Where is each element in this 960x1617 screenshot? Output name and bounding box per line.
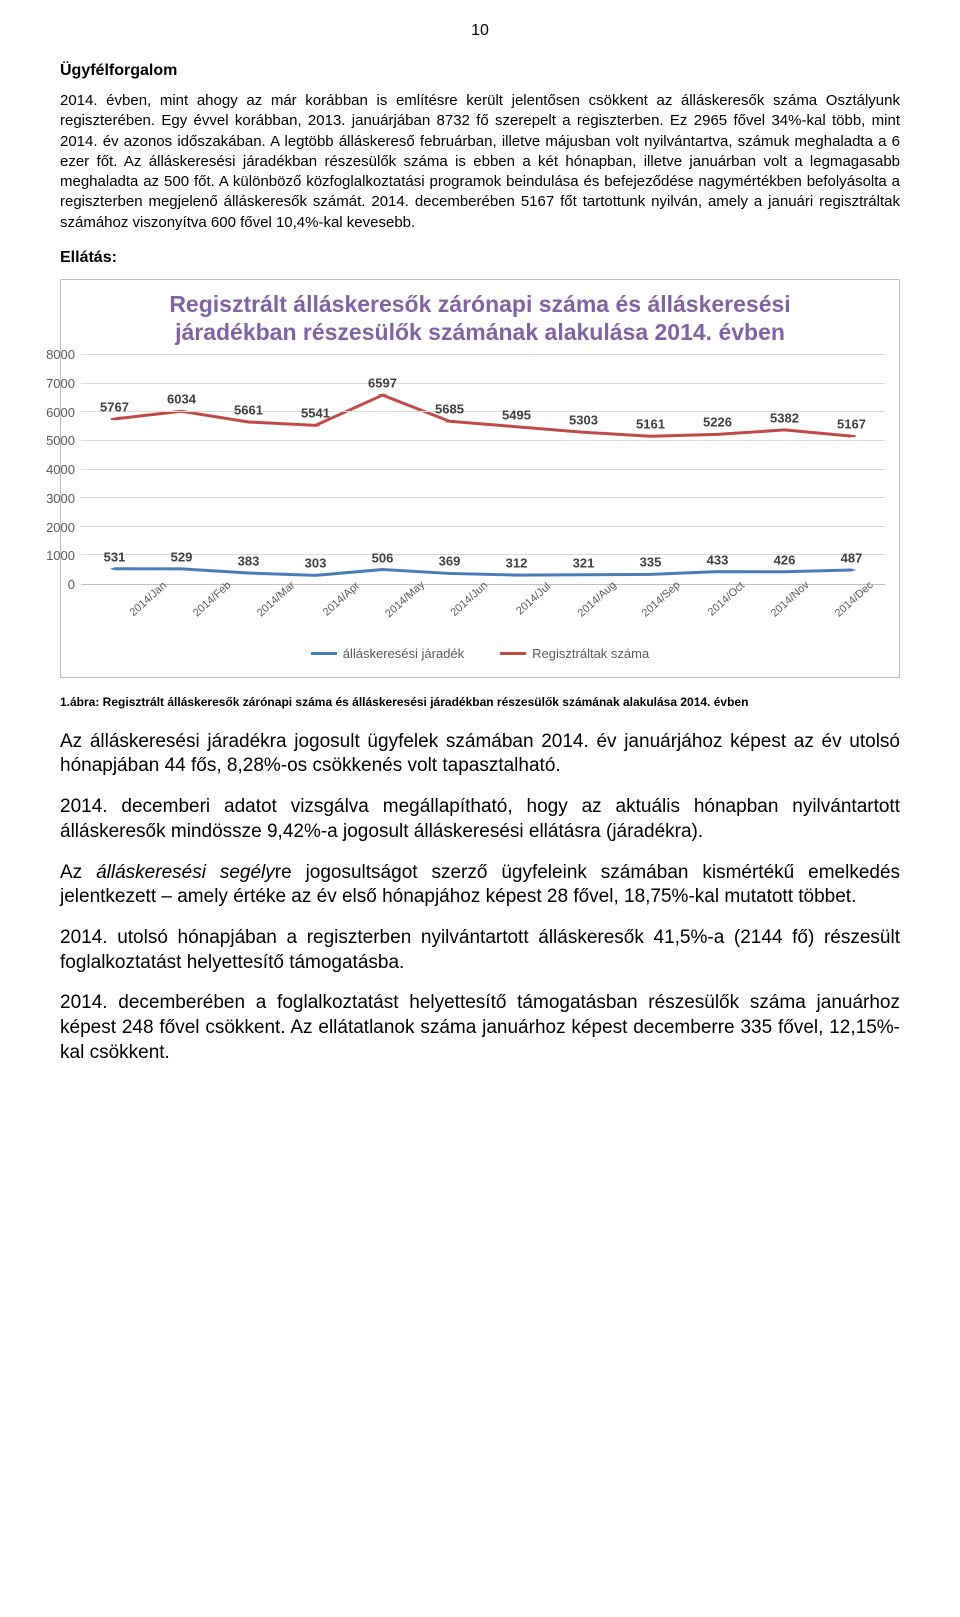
chart-container: Regisztrált álláskeresők zárónapi száma … bbox=[60, 279, 900, 678]
chart-legend: álláskeresési járadék Regisztráltak szám… bbox=[75, 645, 885, 663]
paragraph-3: 2014. decemberi adatot vizsgálva megálla… bbox=[60, 795, 900, 844]
legend-label-jaradek: álláskeresési járadék bbox=[343, 645, 464, 663]
heading-ugyfel: Ügyfélforgalom bbox=[60, 60, 900, 82]
legend-swatch-regisztralt bbox=[500, 652, 526, 655]
paragraph-2: Az álláskeresési járadékra jogosult ügyf… bbox=[60, 730, 900, 779]
legend-swatch-jaradek bbox=[311, 652, 337, 655]
chart-plot-area: 5315293833035063693123213354334264875767… bbox=[81, 355, 885, 585]
page-number: 10 bbox=[60, 20, 900, 42]
legend-item-jaradek: álláskeresési járadék bbox=[311, 645, 464, 663]
paragraph-5: 2014. utolsó hónapjában a regiszterben n… bbox=[60, 926, 900, 975]
chart-caption: 1.ábra: Regisztrált álláskeresők zárónap… bbox=[60, 694, 900, 710]
paragraph-intro: 2014. évben, mint ahogy az már korábban … bbox=[60, 91, 900, 233]
chart-title: Regisztrált álláskeresők zárónapi száma … bbox=[75, 290, 885, 348]
chart-lines bbox=[81, 355, 885, 584]
chart-body: 010002000300040005000600070008000 531529… bbox=[75, 355, 885, 585]
para4-italic: álláskeresési segély bbox=[96, 862, 275, 883]
heading-ellatas: Ellátás: bbox=[60, 247, 900, 269]
legend-label-regisztralt: Regisztráltak száma bbox=[532, 645, 649, 663]
paragraph-4: Az álláskeresési segélyre jogosultságot … bbox=[60, 861, 900, 910]
para4-prefix: Az bbox=[60, 862, 96, 883]
chart-x-axis: 2014/Jan2014/Feb2014/Mar2014/Apr2014/May… bbox=[115, 585, 885, 635]
paragraph-6: 2014. decemberében a foglalkoztatást hel… bbox=[60, 991, 900, 1065]
legend-item-regisztralt: Regisztráltak száma bbox=[500, 645, 649, 663]
